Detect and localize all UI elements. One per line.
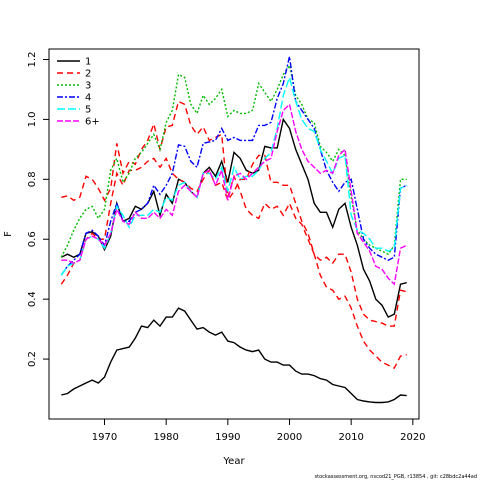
y-axis: 0.2 0.4 0.6 0.8 1.0 1.2	[27, 52, 49, 367]
series-line-7-age-6+	[61, 103, 408, 286]
legend-label-2: 2	[85, 69, 91, 80]
legend-label-3: 3	[85, 81, 91, 92]
y-tick-label-1: 1.0	[27, 111, 38, 127]
x-tick-label-2010: 2010	[338, 432, 363, 443]
x-tick-label-1970: 1970	[92, 432, 117, 443]
footer-note: stockassessment.org, nscod21_PGB, r13854…	[315, 474, 477, 480]
series-layer	[60, 56, 408, 404]
series-line-3-age-2	[60, 154, 407, 370]
series-line-6-age-5	[60, 75, 408, 276]
legend-label-6+: 6+	[85, 117, 100, 128]
x-tick-label-2000: 2000	[277, 432, 302, 443]
x-axis-label: Year	[222, 456, 245, 467]
legend-label-4: 4	[85, 93, 91, 104]
x-tick-label-1980: 1980	[153, 432, 178, 443]
y-tick-label-1.2: 1.2	[27, 52, 38, 68]
y-axis-label: F	[3, 231, 14, 237]
y-tick-label-0.6: 0.6	[27, 231, 38, 247]
y-tick-label-0.2: 0.2	[27, 351, 38, 367]
y-tick-label-0.4: 0.4	[27, 291, 38, 307]
x-axis: 1970 1980 1990 2000 2010 2020	[92, 419, 426, 443]
x-tick-label-1990: 1990	[215, 432, 240, 443]
series-line-4-age-3	[60, 63, 407, 258]
y-tick-label-0.8: 0.8	[27, 171, 38, 187]
series-line-5-age-4	[60, 56, 408, 276]
legend-label-1: 1	[85, 57, 91, 68]
legend-label-5: 5	[85, 105, 91, 116]
series-line-1-age-1	[60, 117, 407, 319]
series-line-0-age-1	[61, 307, 407, 404]
plot-frame	[48, 48, 420, 420]
x-tick-label-2020: 2020	[400, 432, 425, 443]
